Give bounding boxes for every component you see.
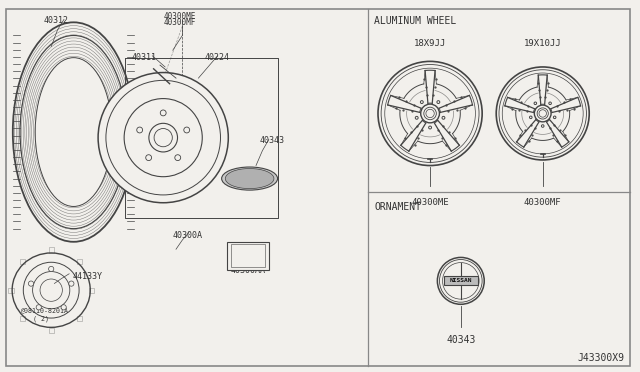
Ellipse shape [225, 169, 274, 189]
Ellipse shape [534, 102, 536, 105]
Bar [8, 288, 13, 293]
Text: 40300AA: 40300AA [230, 266, 266, 275]
Text: 40311: 40311 [131, 53, 156, 62]
Bar [444, 276, 478, 285]
Ellipse shape [175, 155, 180, 161]
Text: ALUMINUM WHEEL: ALUMINUM WHEEL [374, 16, 457, 26]
Ellipse shape [437, 101, 440, 103]
Bar [89, 288, 94, 293]
Text: 19X10JJ: 19X10JJ [524, 39, 561, 48]
Ellipse shape [137, 127, 143, 133]
Ellipse shape [146, 155, 152, 161]
Ellipse shape [541, 125, 544, 127]
Ellipse shape [68, 281, 74, 286]
Ellipse shape [61, 305, 67, 310]
Ellipse shape [221, 167, 278, 190]
Text: ( 2): ( 2) [33, 315, 49, 322]
Text: 40300MF: 40300MF [163, 18, 196, 27]
Ellipse shape [415, 116, 418, 119]
Ellipse shape [442, 116, 445, 119]
Bar [230, 244, 266, 267]
Ellipse shape [28, 281, 34, 286]
Ellipse shape [429, 126, 431, 129]
Text: 40312: 40312 [44, 16, 68, 25]
Text: 44133Y: 44133Y [72, 272, 102, 280]
Bar [227, 242, 269, 270]
Bar [20, 316, 26, 321]
Ellipse shape [35, 58, 112, 206]
Bar [49, 328, 54, 333]
Bar [20, 259, 26, 264]
Text: 40224: 40224 [205, 53, 230, 62]
Ellipse shape [184, 127, 189, 133]
Ellipse shape [160, 110, 166, 116]
Text: 18X9JJ: 18X9JJ [414, 39, 446, 48]
Bar [49, 247, 54, 253]
Ellipse shape [49, 266, 54, 272]
Text: J43300X9: J43300X9 [577, 353, 624, 363]
Ellipse shape [420, 101, 423, 103]
Ellipse shape [549, 102, 552, 105]
Text: 40300MF: 40300MF [524, 198, 561, 207]
Ellipse shape [36, 305, 42, 310]
Ellipse shape [554, 116, 556, 119]
Text: @08110-8201A: @08110-8201A [20, 307, 68, 313]
Text: 40300A: 40300A [173, 231, 203, 240]
Ellipse shape [98, 73, 228, 203]
Text: ORNAMENT: ORNAMENT [374, 202, 421, 212]
Ellipse shape [529, 116, 532, 119]
Text: 40300ME: 40300ME [412, 198, 449, 207]
Text: NISSAN: NISSAN [449, 278, 472, 283]
Text: 40343: 40343 [259, 136, 284, 145]
Text: 40343: 40343 [446, 335, 476, 345]
Bar [77, 316, 82, 321]
Text: 40300ME: 40300ME [163, 12, 196, 21]
Bar [77, 259, 82, 264]
